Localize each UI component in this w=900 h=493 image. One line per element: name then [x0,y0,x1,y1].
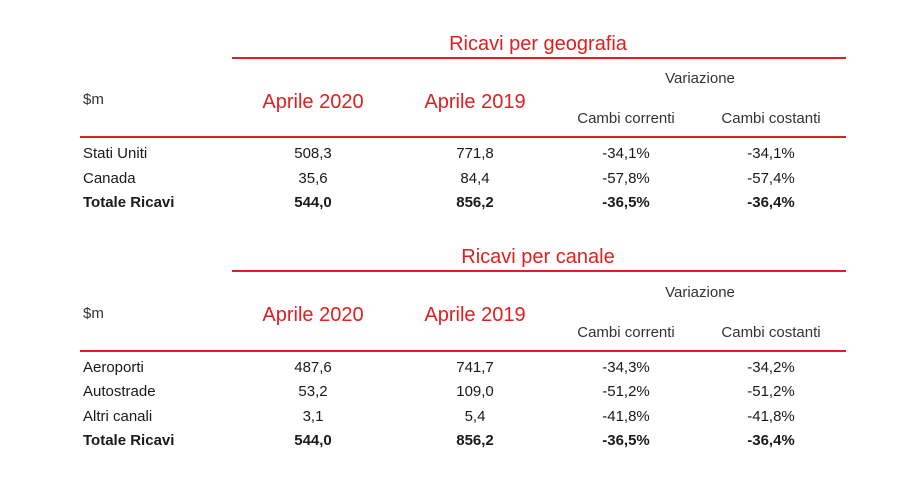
value-current-fx: -36,5% [602,194,650,211]
value-current-fx: -34,3% [602,359,650,376]
title-rule [232,57,846,59]
table-title: Ricavi per geografia [449,33,627,55]
header-rule [80,136,846,138]
title-rule [232,270,846,272]
row-label: Totale Ricavi [83,432,175,449]
value-constant-fx: -51,2% [747,383,795,400]
row-label: Aeroporti [83,359,144,376]
value-current-fx: -57,8% [602,170,650,187]
value-current-fx: -51,2% [602,383,650,400]
value-2020: 544,0 [294,432,332,449]
variation-header: Variazione [665,70,735,87]
value-2020: 508,3 [294,145,332,162]
row-label: Autostrade [83,383,156,400]
row-label: Stati Uniti [83,145,148,162]
column-header-2020: Aprile 2020 [262,304,364,326]
value-current-fx: -34,1% [602,145,650,162]
value-constant-fx: -36,4% [747,432,795,449]
value-constant-fx: -34,1% [747,145,795,162]
variation-header: Variazione [665,284,735,301]
constant-fx-header: Cambi costanti [721,110,821,127]
value-constant-fx: -34,2% [747,359,795,376]
column-header-2020: Aprile 2020 [262,91,364,113]
value-current-fx: -41,8% [602,408,650,425]
value-2020: 544,0 [294,194,332,211]
current-fx-header: Cambi correnti [577,324,675,341]
value-2019: 856,2 [456,432,494,449]
unit-label: $m [83,91,104,108]
column-header-2019: Aprile 2019 [424,91,526,113]
value-2019: 741,7 [456,359,494,376]
value-constant-fx: -57,4% [747,170,795,187]
value-constant-fx: -36,4% [747,194,795,211]
unit-label: $m [83,305,104,322]
row-label: Altri canali [83,408,153,425]
row-label: Totale Ricavi [83,194,175,211]
current-fx-header: Cambi correnti [577,110,675,127]
value-2020: 53,2 [298,383,328,400]
value-2020: 487,6 [294,359,332,376]
value-2020: 35,6 [298,170,328,187]
value-current-fx: -36,5% [602,432,650,449]
value-2019: 856,2 [456,194,494,211]
value-2019: 5,4 [464,408,486,425]
constant-fx-header: Cambi costanti [721,324,821,341]
value-2020: 3,1 [302,408,324,425]
table-title: Ricavi per canale [461,246,615,268]
value-2019: 84,4 [460,170,490,187]
value-constant-fx: -41,8% [747,408,795,425]
row-label: Canada [83,170,136,187]
header-rule [80,350,846,352]
column-header-2019: Aprile 2019 [424,304,526,326]
value-2019: 771,8 [456,145,494,162]
value-2019: 109,0 [456,383,494,400]
